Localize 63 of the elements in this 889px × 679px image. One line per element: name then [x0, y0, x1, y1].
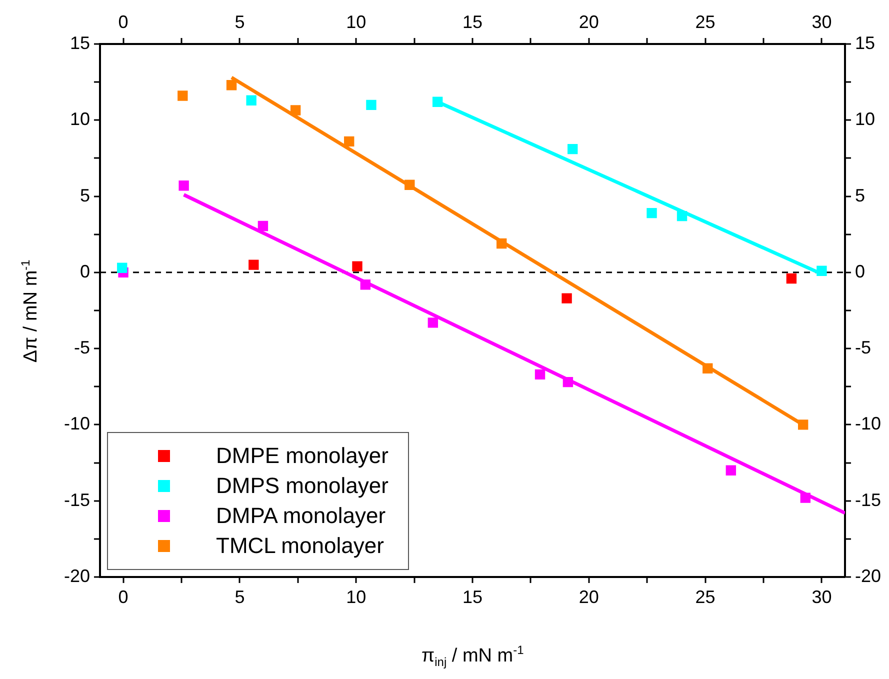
x-tick-label: 30	[812, 586, 832, 607]
y-tick-label: -10	[64, 414, 90, 434]
legend-label: DMPA monolayer	[216, 502, 386, 530]
x-tick-label: 5	[234, 586, 245, 607]
y-tick-label: -15	[64, 490, 90, 510]
point	[360, 280, 371, 290]
point	[534, 369, 546, 380]
point	[428, 318, 438, 328]
point	[646, 208, 657, 218]
y-tick-label: 15	[70, 32, 90, 53]
x2-tick-label: 20	[578, 12, 599, 32]
x-tick-label: 25	[695, 586, 716, 607]
point	[726, 465, 736, 476]
x2-tick-label: 25	[695, 12, 716, 32]
y-tick-label: 5	[80, 185, 90, 206]
x-tick-label: 20	[578, 586, 599, 607]
point	[568, 144, 578, 154]
y-tick-label: -20	[64, 566, 90, 586]
y2-tick-label: 10	[855, 109, 876, 130]
x2-tick-label: 10	[346, 12, 366, 32]
legend-label: DMPS monolayer	[216, 472, 388, 500]
y-tick-label: 0	[80, 261, 90, 282]
x2-tick-label: 15	[462, 12, 483, 32]
point	[290, 105, 301, 116]
y2-tick-label: -5	[855, 338, 872, 358]
y2-tick-label: 15	[855, 32, 876, 53]
point	[366, 100, 376, 110]
point	[702, 363, 713, 374]
point	[676, 210, 688, 222]
point	[816, 266, 827, 276]
point	[178, 90, 188, 101]
legend-label: TMCL monolayer	[216, 532, 384, 560]
point	[496, 238, 507, 249]
x2-tick-label: 0	[118, 12, 128, 32]
y-tick-label: 10	[70, 109, 90, 130]
point	[800, 492, 811, 503]
x2-tick-label: 30	[812, 12, 832, 32]
x-tick-label: 15	[462, 586, 483, 607]
point	[404, 180, 415, 190]
y2-tick-label: 5	[855, 185, 866, 206]
point	[352, 261, 362, 272]
x-tick-label: 10	[346, 586, 366, 607]
point	[798, 420, 808, 430]
point	[178, 180, 189, 191]
point	[248, 260, 259, 270]
point	[258, 220, 268, 232]
legend-label: DMPE monolayer	[216, 442, 388, 470]
point	[562, 293, 572, 304]
x-tick-label: 0	[118, 586, 128, 607]
y2-tick-label: -15	[855, 490, 882, 510]
point	[117, 262, 128, 273]
point	[226, 80, 237, 90]
point	[562, 376, 574, 388]
y-tick-label: -5	[74, 338, 90, 358]
point	[246, 95, 256, 106]
point	[786, 273, 797, 284]
x-axis-title: π$_{inj}$ / mN m$^{-1}$	[422, 643, 524, 670]
y2-tick-label: 0	[855, 261, 866, 282]
y2-tick-label: -20	[855, 566, 882, 586]
y2-tick-label: -10	[855, 414, 882, 434]
point	[432, 96, 443, 107]
point	[344, 136, 354, 147]
x2-tick-label: 5	[234, 12, 245, 32]
